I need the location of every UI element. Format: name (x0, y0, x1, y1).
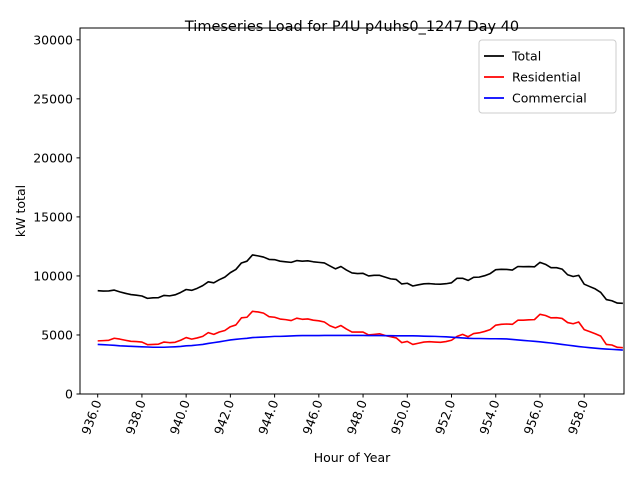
series-line-commercial (97, 334, 623, 351)
legend-label-total: Total (511, 49, 541, 64)
series-lines (97, 254, 623, 351)
series-line-total (97, 254, 623, 305)
legend-label-residential: Residential (512, 70, 581, 85)
y-tick-label: 20000 (33, 150, 73, 165)
x-axis-label: Hour of Year (314, 450, 391, 465)
y-tick-label: 5000 (41, 327, 73, 342)
legend-frame (478, 39, 617, 114)
y-tick-label: 30000 (33, 32, 73, 47)
series-line-residential (97, 310, 623, 349)
y-tick-label: 10000 (33, 268, 73, 283)
chart-title: Timeseries Load for P4U p4uhs0_1247 Day … (184, 19, 519, 35)
plot-area-frame (79, 27, 625, 395)
y-axis-label: kW total (13, 185, 28, 237)
legend: Total Residential Commercial (478, 39, 617, 114)
legend-label-commercial: Commercial (512, 91, 587, 106)
y-tick-label: 25000 (33, 91, 73, 106)
y-axis-ticks: 0 5000 10000 15000 20000 25000 30000 (33, 32, 80, 402)
y-tick-label: 15000 (33, 209, 73, 224)
y-tick-label: 0 (65, 387, 73, 402)
